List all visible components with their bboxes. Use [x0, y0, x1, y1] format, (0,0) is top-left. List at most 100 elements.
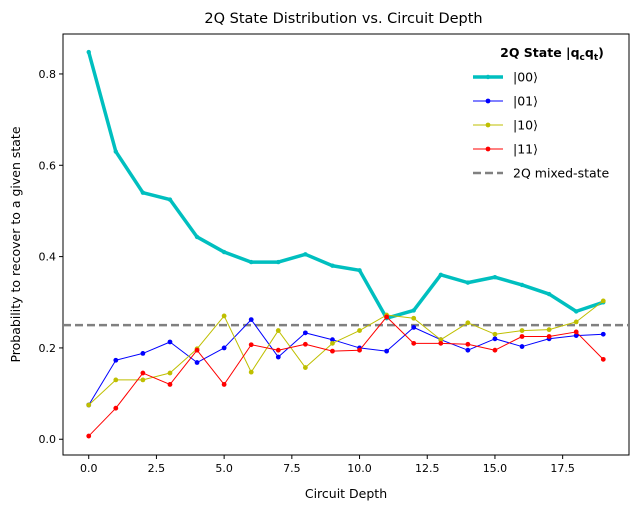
axes-frame: [62, 33, 630, 456]
data-point-2: [302, 365, 308, 370]
data-point-3: [221, 382, 227, 387]
data-point-1: [194, 360, 200, 365]
x-tick-label: 12.5: [415, 462, 440, 475]
plot-area: [62, 33, 630, 456]
data-point-0: [303, 252, 308, 257]
y-axis-ticks: 0.0 0.2 0.4 0.6 0.8: [39, 68, 63, 446]
data-point-2: [357, 328, 362, 333]
data-point-2: [167, 370, 173, 376]
data-point-1: [411, 324, 417, 330]
data-point-3: [438, 340, 444, 346]
data-point-2: [330, 340, 335, 346]
data-point-1: [330, 337, 335, 343]
y-tick-label: 0.6: [39, 159, 57, 172]
data-point-3: [330, 348, 335, 354]
data-point-0: [573, 309, 579, 314]
data-point-2: [140, 377, 146, 383]
data-point-1: [492, 336, 498, 342]
data-point-0: [249, 259, 254, 265]
data-point-2: [465, 320, 471, 326]
legend-marker-1: [485, 98, 491, 104]
data-point-2: [248, 369, 254, 375]
data-point-3: [194, 347, 200, 353]
data-point-1: [600, 331, 606, 337]
legend-marker-2: [485, 122, 491, 128]
data-point-1: [113, 357, 119, 363]
series-line-3: [88, 316, 604, 437]
data-point-3: [519, 334, 525, 339]
x-tick-label: 15.0: [483, 462, 508, 475]
data-point-2: [86, 402, 92, 408]
data-point-2: [438, 337, 444, 343]
data-point-2: [275, 328, 281, 333]
data-point-3: [546, 334, 552, 339]
data-point-3: [357, 347, 362, 353]
data-point-2: [519, 328, 525, 333]
data-point-1: [573, 333, 579, 338]
legend-marker-3: [485, 146, 491, 152]
legend: 2Q State |qcqt) |00⟩ |01⟩ |10⟩ |11⟩ 2Q mixed…: [473, 45, 610, 181]
data-point-0: [194, 234, 200, 240]
data-point-3: [411, 340, 417, 346]
data-point-2: [573, 319, 579, 325]
series-line-2: [88, 300, 604, 406]
legend-title: 2Q State |qcqt): [500, 45, 604, 63]
data-point-3: [492, 347, 498, 353]
x-axis-label: Circuit Depth: [305, 486, 387, 501]
data-point-3: [384, 314, 390, 320]
y-tick-label: 0.2: [39, 342, 57, 355]
data-point-3: [167, 382, 173, 387]
data-point-3: [573, 329, 579, 335]
data-point-0: [357, 268, 362, 273]
data-point-2: [492, 331, 498, 337]
y-tick-label: 0.0: [39, 433, 57, 446]
data-point-0: [465, 280, 471, 285]
x-tick-label: 2.5: [148, 462, 166, 475]
data-point-3: [275, 347, 281, 353]
data-point-3: [113, 405, 119, 411]
data-point-1: [221, 345, 227, 351]
chart-title: 2Q State Distribution vs. Circuit Depth: [204, 11, 482, 27]
y-tick-label: 0.8: [39, 68, 57, 81]
x-tick-label: 7.5: [283, 462, 301, 475]
x-tick-label: 10.0: [347, 462, 372, 475]
data-point-1: [465, 347, 471, 353]
data-point-1: [167, 339, 173, 345]
y-tick-label: 0.4: [39, 251, 57, 264]
series-layer: [86, 49, 606, 439]
series-line-0: [87, 51, 604, 320]
x-tick-label: 17.5: [550, 462, 575, 475]
data-point-0: [411, 308, 416, 313]
legend-label-3: |11⟩: [513, 142, 538, 157]
data-point-1: [519, 344, 525, 349]
x-tick-label: 0.0: [80, 462, 98, 475]
x-tick-label: 5.0: [215, 462, 233, 475]
data-point-0: [276, 259, 281, 265]
data-point-3: [302, 341, 308, 347]
data-point-0: [86, 49, 91, 55]
data-point-0: [546, 291, 552, 297]
legend-label-0: |00⟩: [513, 70, 538, 85]
data-point-1: [140, 351, 146, 356]
y-axis-label: Probability to recover to a given state: [8, 126, 23, 362]
data-point-2: [113, 377, 119, 383]
data-point-0: [492, 274, 498, 280]
legend-items: |00⟩ |01⟩ |10⟩ |11⟩ 2Q mixed-state: [473, 70, 610, 181]
data-point-2: [411, 315, 417, 321]
data-point-0: [113, 149, 119, 154]
data-point-0: [167, 197, 173, 202]
data-point-3: [465, 341, 471, 347]
data-point-1: [275, 354, 281, 360]
data-point-1: [248, 317, 254, 323]
data-point-1: [302, 330, 308, 336]
data-point-3: [140, 370, 146, 376]
series-line-1: [88, 319, 604, 406]
data-point-0: [140, 190, 146, 195]
data-point-0: [221, 249, 227, 255]
data-point-1: [384, 348, 390, 354]
data-point-3: [248, 342, 254, 348]
legend-label-1: |01⟩: [513, 94, 538, 109]
data-point-2: [546, 327, 552, 333]
data-point-3: [600, 356, 606, 362]
